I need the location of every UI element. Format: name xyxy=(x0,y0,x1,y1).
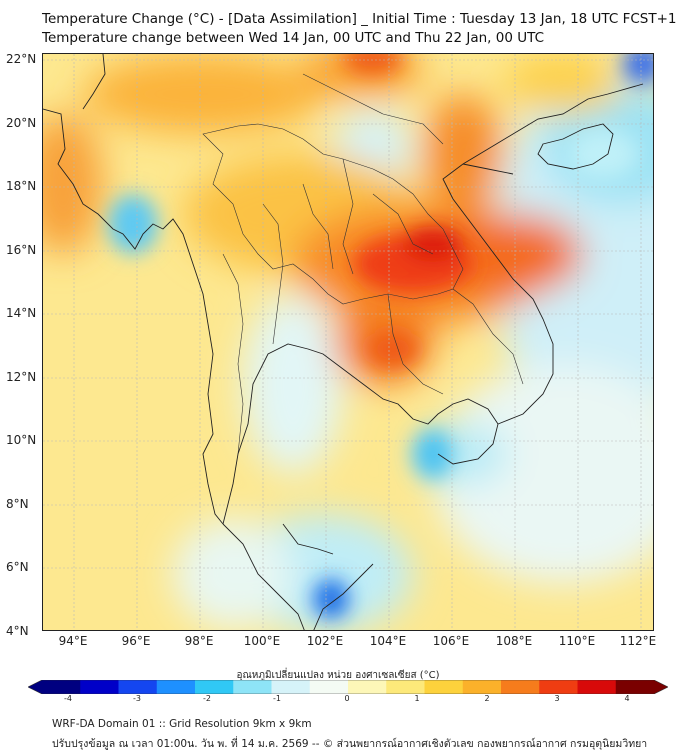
colorbar-tick-label: -3 xyxy=(133,694,141,703)
lat-tick-label: 4°N xyxy=(6,624,29,638)
colorbar-tick-label: 0 xyxy=(344,694,350,703)
lon-tick-label: 110°E xyxy=(558,634,596,648)
lat-tick-label: 18°N xyxy=(6,179,37,193)
colorbar-bin xyxy=(195,680,234,694)
colorbar-bin xyxy=(80,680,119,694)
lat-tick-label: 6°N xyxy=(6,560,29,574)
lat-tick-label: 20°N xyxy=(6,116,37,130)
graticule xyxy=(43,54,653,630)
colorbar-bin xyxy=(118,680,158,694)
colorbar-tick-label: -4 xyxy=(64,694,72,703)
colorbar-bin xyxy=(386,680,425,694)
colorbar-min-extend xyxy=(28,680,42,694)
map-canvas xyxy=(43,54,653,630)
lon-tick-label: 102°E xyxy=(306,634,344,648)
colorbar-bin xyxy=(271,680,311,694)
colorbar-tick-label: 2 xyxy=(484,694,490,703)
temperature-change-map xyxy=(42,53,654,631)
lat-tick-label: 10°N xyxy=(6,433,37,447)
colorbar-bin xyxy=(424,680,464,694)
colorbar-max-extend xyxy=(654,680,668,694)
lat-tick-label: 22°N xyxy=(6,52,37,66)
colorbar-bin xyxy=(156,680,196,694)
colorbar-tick-label: 1 xyxy=(414,694,420,703)
coastlines xyxy=(43,54,644,630)
map-title: Temperature Change (°C) - [Data Assimila… xyxy=(42,11,676,27)
lon-tick-label: 100°E xyxy=(243,634,281,648)
lat-tick-label: 12°N xyxy=(6,370,37,384)
colorbar xyxy=(27,679,669,695)
temperature-field xyxy=(43,54,653,630)
lat-tick-label: 8°N xyxy=(6,497,29,511)
colorbar-bin xyxy=(539,680,578,694)
lon-tick-label: 94°E xyxy=(58,634,88,648)
lon-tick-label: 112°E xyxy=(619,634,657,648)
colorbar-bin xyxy=(233,680,272,694)
colorbar-bin xyxy=(348,680,387,694)
update-credit: ปรับปรุงข้อมูล ณ เวลา 01:00น. วัน พ. ที่… xyxy=(52,738,648,750)
lon-tick-label: 108°E xyxy=(495,634,533,648)
colorbar-bin xyxy=(615,680,655,694)
admin-borders xyxy=(202,73,524,455)
lon-tick-label: 98°E xyxy=(184,634,214,648)
lat-tick-label: 14°N xyxy=(6,306,37,320)
colorbar-tick-label: 3 xyxy=(554,694,560,703)
map-subtitle: Temperature change between Wed 14 Jan, 0… xyxy=(42,30,544,46)
colorbar-bin xyxy=(577,680,617,694)
colorbar-bin xyxy=(462,680,502,694)
colorbar-gradient xyxy=(27,679,669,695)
colorbar-tick-label: -2 xyxy=(203,694,211,703)
lon-tick-label: 106°E xyxy=(432,634,470,648)
lon-tick-label: 96°E xyxy=(121,634,151,648)
lon-tick-label: 104°E xyxy=(369,634,407,648)
model-info: WRF-DA Domain 01 :: Grid Resolution 9km … xyxy=(52,718,312,730)
colorbar-title: อุณหภูมิเปลี่ยนแปลง หน่วย องศาเซลเซียส (… xyxy=(236,670,440,681)
colorbar-bin xyxy=(309,680,349,694)
colorbar-tick-label: -1 xyxy=(273,694,281,703)
lat-tick-label: 16°N xyxy=(6,243,37,257)
colorbar-bin xyxy=(42,680,81,694)
colorbar-tick-label: 4 xyxy=(624,694,630,703)
colorbar-bin xyxy=(501,680,540,694)
